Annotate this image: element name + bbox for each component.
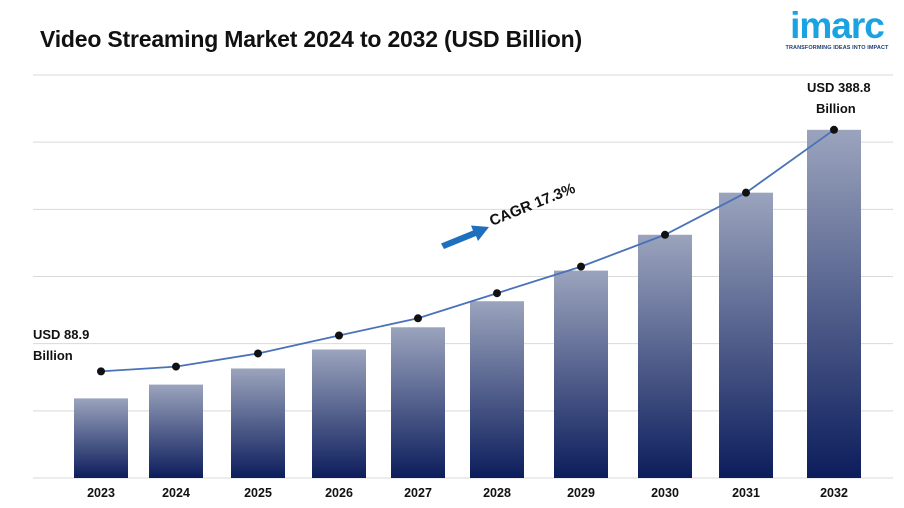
end-callout-line2: Billion (816, 101, 856, 116)
bar-2030 (638, 234, 692, 478)
bar-2029 (554, 270, 608, 478)
logo-tagline: TRANSFORMING IDEAS INTO IMPACT (785, 45, 889, 51)
x-tick-label: 2028 (483, 486, 511, 500)
trend-marker-2023 (97, 367, 105, 376)
x-tick-label: 2031 (732, 486, 760, 500)
x-tick-label: 2029 (567, 486, 595, 500)
x-tick-label: 2030 (651, 486, 679, 500)
end-callout-line1: USD 388.8 (807, 80, 871, 95)
bar-2023 (74, 398, 128, 478)
cagr-label: CAGR 17.3% (487, 180, 578, 230)
trend-marker-2024 (172, 362, 180, 371)
trend-marker-2025 (254, 349, 262, 358)
bar-2025 (231, 368, 285, 478)
trend-marker-2026 (335, 331, 343, 340)
page-title: Video Streaming Market 2024 to 2032 (USD… (40, 26, 582, 52)
tick-labels: 2023 2024 2025 2026 2027 2028 2029 2030 2031 2032 (87, 486, 848, 500)
bar-2027 (391, 327, 445, 478)
logo-word: imarc (790, 5, 885, 46)
imarc-logo: imarc TRANSFORMING IDEAS INTO IMPACT (778, 5, 896, 52)
bars (74, 129, 861, 479)
start-callout-line1: USD 88.9 (33, 327, 89, 342)
bar-2031 (719, 192, 773, 478)
trend-line (97, 125, 838, 376)
bar-2028 (470, 301, 524, 478)
cagr-arrow (441, 225, 489, 249)
trend-marker-2028 (493, 289, 501, 298)
x-tick-label: 2026 (325, 486, 353, 500)
trend-marker-2032 (830, 125, 838, 134)
x-tick-label: 2024 (162, 486, 190, 500)
trend-marker-2030 (661, 230, 669, 239)
start-callout-line2: Billion (33, 348, 73, 363)
trend-marker-2029 (577, 262, 585, 271)
x-tick-label: 2032 (820, 486, 848, 500)
bar-2024 (149, 384, 203, 478)
cagr-arrow-shape (441, 225, 489, 249)
x-tick-label: 2027 (404, 486, 432, 500)
x-tick-label: 2023 (87, 486, 115, 500)
trend-marker-2031 (742, 188, 750, 197)
bar-2032 (807, 129, 861, 479)
x-tick-label: 2025 (244, 486, 272, 500)
bar-2026 (312, 349, 366, 478)
trend-marker-2027 (414, 314, 422, 323)
trend-polyline (100, 129, 835, 373)
